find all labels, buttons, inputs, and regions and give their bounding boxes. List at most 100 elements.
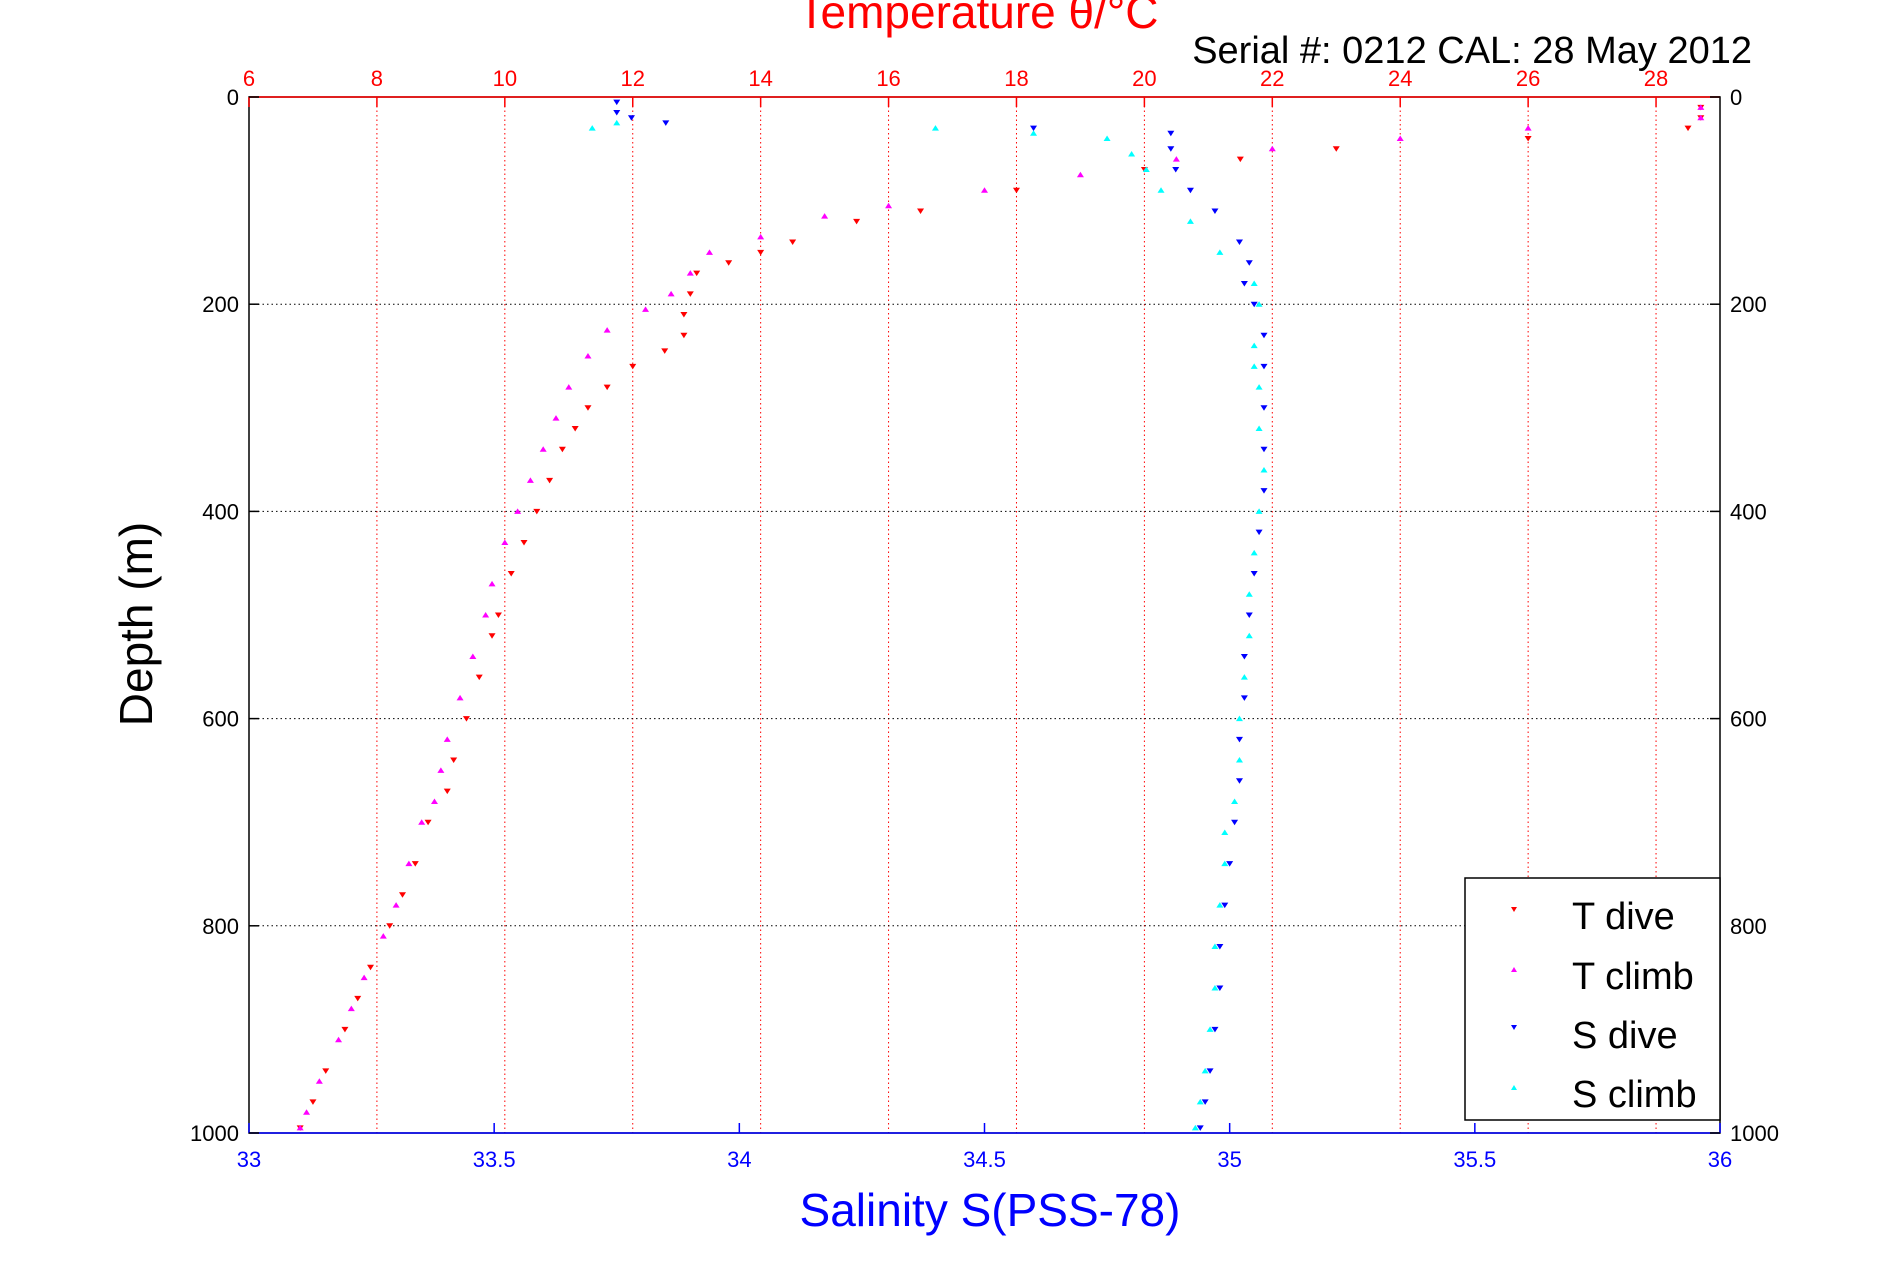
- data-point: [1235, 715, 1243, 722]
- data-point: [1157, 187, 1165, 193]
- data-point: [1103, 135, 1111, 141]
- depth-tick-label-right: 0: [1730, 85, 1742, 110]
- data-point: [1235, 239, 1243, 246]
- salinity-tick-label: 34.5: [963, 1147, 1006, 1172]
- data-point: [1186, 218, 1194, 224]
- data-point: [789, 239, 797, 246]
- data-point: [1216, 985, 1224, 991]
- data-point: [757, 249, 765, 256]
- y-axis-label: Depth (m): [110, 522, 162, 726]
- data-point: [475, 674, 483, 681]
- data-point: [1221, 829, 1229, 836]
- data-point: [1524, 135, 1532, 142]
- data-point: [411, 861, 419, 867]
- data-point: [686, 270, 694, 276]
- data-point: [1697, 104, 1705, 110]
- data-point: [1030, 130, 1038, 136]
- data-point: [360, 974, 368, 981]
- data-point: [1076, 171, 1084, 178]
- legend-label-s-dive: S dive: [1572, 1015, 1678, 1057]
- temperature-tick-label: 16: [876, 66, 900, 91]
- legend-item-t-climb: T climb: [1511, 956, 1694, 998]
- temperature-tick-label: 22: [1260, 66, 1284, 91]
- data-point: [1240, 674, 1248, 680]
- data-point: [821, 213, 829, 219]
- data-point: [1231, 798, 1239, 804]
- data-point: [1128, 150, 1136, 157]
- data-point: [482, 612, 490, 618]
- data-point: [303, 1109, 311, 1115]
- data-point: [853, 218, 861, 225]
- data-point: [1221, 860, 1229, 867]
- depth-tick-label-left: 400: [202, 499, 239, 524]
- depth-tick-label-left: 200: [202, 292, 239, 317]
- data-point: [1142, 166, 1150, 173]
- data-point: [1235, 778, 1243, 784]
- data-point: [1191, 1124, 1199, 1131]
- data-point: [705, 249, 713, 255]
- data-point: [757, 233, 765, 240]
- depth-tick-label-right: 200: [1730, 292, 1767, 317]
- data-point: [546, 477, 554, 484]
- data-point: [1221, 902, 1229, 909]
- data-point: [588, 125, 596, 131]
- data-point: [315, 1078, 323, 1084]
- data-point: [539, 446, 547, 452]
- data-point: [437, 767, 445, 773]
- data-point: [661, 348, 669, 354]
- series-t-dive: [296, 104, 1705, 1131]
- salinity-tick-label: 36: [1708, 1147, 1732, 1172]
- data-point: [667, 290, 675, 297]
- data-point: [1245, 260, 1253, 266]
- data-point: [680, 312, 688, 318]
- temperature-tick-label: 10: [493, 66, 517, 91]
- data-point: [341, 1026, 349, 1033]
- data-point: [1206, 1068, 1214, 1074]
- series-s-climb: [588, 119, 1268, 1131]
- data-point: [443, 736, 451, 742]
- data-point: [392, 902, 400, 908]
- temperature-tick-label: 26: [1516, 66, 1540, 91]
- data-point: [1255, 301, 1263, 307]
- data-point: [1167, 130, 1175, 137]
- data-point: [1255, 425, 1263, 432]
- data-point: [507, 571, 515, 577]
- legend-marker-s-climb: [1511, 1085, 1517, 1090]
- data-point: [1260, 405, 1268, 411]
- data-point: [418, 819, 426, 825]
- data-point: [1245, 591, 1253, 597]
- data-point: [1167, 146, 1175, 152]
- data-point: [379, 933, 387, 939]
- data-point: [1260, 363, 1268, 370]
- data-point: [613, 99, 621, 106]
- temperature-tick-label: 20: [1132, 66, 1156, 91]
- data-point: [450, 757, 458, 764]
- salinity-tick-label: 35.5: [1453, 1147, 1496, 1172]
- temperature-tick-label: 18: [1004, 66, 1028, 91]
- depth-tick-label-right: 400: [1730, 499, 1767, 524]
- data-point: [1250, 571, 1258, 577]
- data-point: [533, 508, 541, 515]
- data-point: [526, 477, 534, 483]
- data-point: [1245, 632, 1253, 639]
- data-point: [1211, 208, 1219, 214]
- data-point: [398, 892, 406, 898]
- data-point: [462, 716, 470, 722]
- legend-item-s-climb: S climb: [1511, 1074, 1697, 1116]
- data-point: [1524, 125, 1532, 131]
- data-point: [1201, 1067, 1209, 1074]
- data-point: [1206, 1026, 1214, 1032]
- temperature-tick-label: 8: [371, 66, 383, 91]
- legend-label-t-climb: T climb: [1572, 956, 1694, 998]
- data-point: [430, 798, 438, 804]
- data-point: [1250, 301, 1258, 308]
- data-point: [1012, 187, 1020, 194]
- data-point: [613, 110, 621, 116]
- data-point: [603, 384, 611, 391]
- data-point: [309, 1099, 317, 1105]
- data-point: [1196, 1125, 1204, 1131]
- data-point: [1268, 145, 1276, 152]
- data-point: [584, 405, 592, 411]
- salinity-tick-label: 33: [237, 1147, 261, 1172]
